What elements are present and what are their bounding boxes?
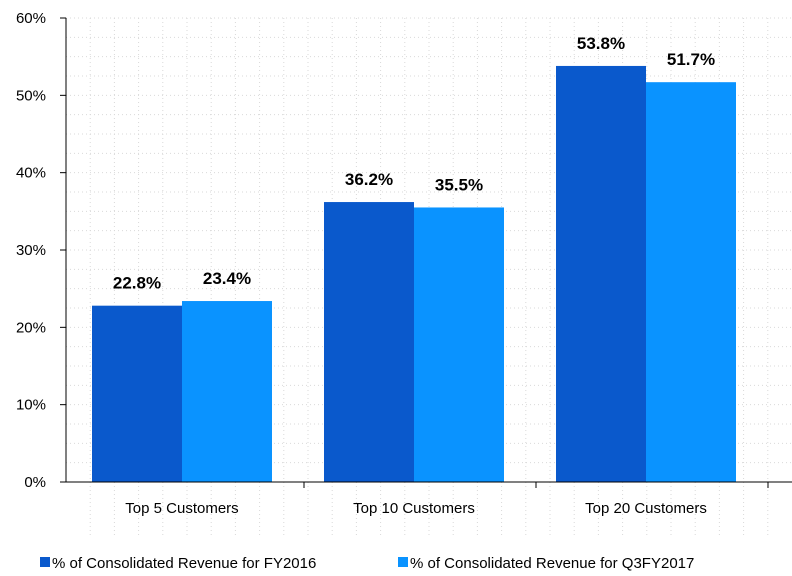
legend-label: % of Consolidated Revenue for Q3FY2017 (410, 555, 694, 572)
bar (324, 202, 414, 482)
y-tick-label: 30% (16, 242, 46, 259)
y-tick-label: 10% (16, 397, 46, 414)
data-label: 51.7% (667, 50, 715, 69)
legend-label: % of Consolidated Revenue for FY2016 (52, 555, 316, 572)
bar (182, 301, 272, 482)
data-label: 22.8% (113, 274, 161, 293)
x-axis-ticks: Top 5 Customers Top 10 Customers Top 20 Cu… (125, 482, 769, 517)
x-tick-label: Top 10 Customers (353, 500, 475, 517)
y-tick-label: 20% (16, 319, 46, 336)
legend-swatch (40, 557, 50, 567)
data-label: 53.8% (577, 34, 625, 53)
data-label: 35.5% (435, 175, 483, 194)
bar (92, 305, 182, 482)
x-tick-label: Top 20 Customers (585, 500, 707, 517)
bars (92, 65, 736, 483)
legend-swatch (398, 557, 408, 567)
data-label: 36.2% (345, 170, 393, 189)
y-axis-ticks: 0% 10% 20% 30% 40% 50% 60% (16, 10, 66, 491)
data-labels: 22.8% 23.4% 36.2% 35.5% 53.8% 51.7% (113, 34, 715, 293)
x-tick-label: Top 5 Customers (125, 500, 238, 517)
bar (646, 82, 736, 482)
y-tick-label: 50% (16, 87, 46, 104)
y-tick-label: 0% (24, 474, 46, 491)
bar (414, 207, 504, 482)
legend: % of Consolidated Revenue for FY2016 % of… (40, 555, 694, 572)
bar (556, 65, 646, 483)
y-tick-label: 60% (16, 10, 46, 27)
data-label: 23.4% (203, 269, 251, 288)
y-tick-label: 40% (16, 165, 46, 182)
